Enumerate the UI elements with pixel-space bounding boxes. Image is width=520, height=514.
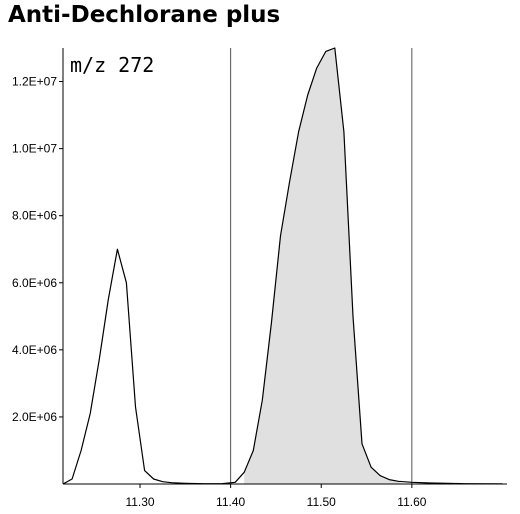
y-tick-label: 8.0E+06 bbox=[12, 209, 57, 223]
y-tick-label: 2.0E+06 bbox=[12, 410, 57, 424]
y-tick-label: 6.0E+06 bbox=[12, 276, 57, 290]
signal-trace bbox=[62, 47, 503, 485]
mz-annotation: m/z 272 bbox=[70, 53, 154, 77]
x-tick-label: 11.30 bbox=[125, 495, 154, 509]
x-tick-label: 11.50 bbox=[307, 495, 336, 509]
x-tick-label: 11.60 bbox=[397, 495, 426, 509]
y-tick-label: 1.2E+07 bbox=[12, 75, 57, 89]
y-tick-label: 1.0E+07 bbox=[12, 142, 57, 156]
x-tick-label: 11.40 bbox=[216, 495, 245, 509]
peak-fill bbox=[244, 48, 403, 484]
chart-title: Anti-Dechlorane plus bbox=[8, 2, 281, 28]
y-tick-label: 4.0E+06 bbox=[12, 343, 57, 357]
